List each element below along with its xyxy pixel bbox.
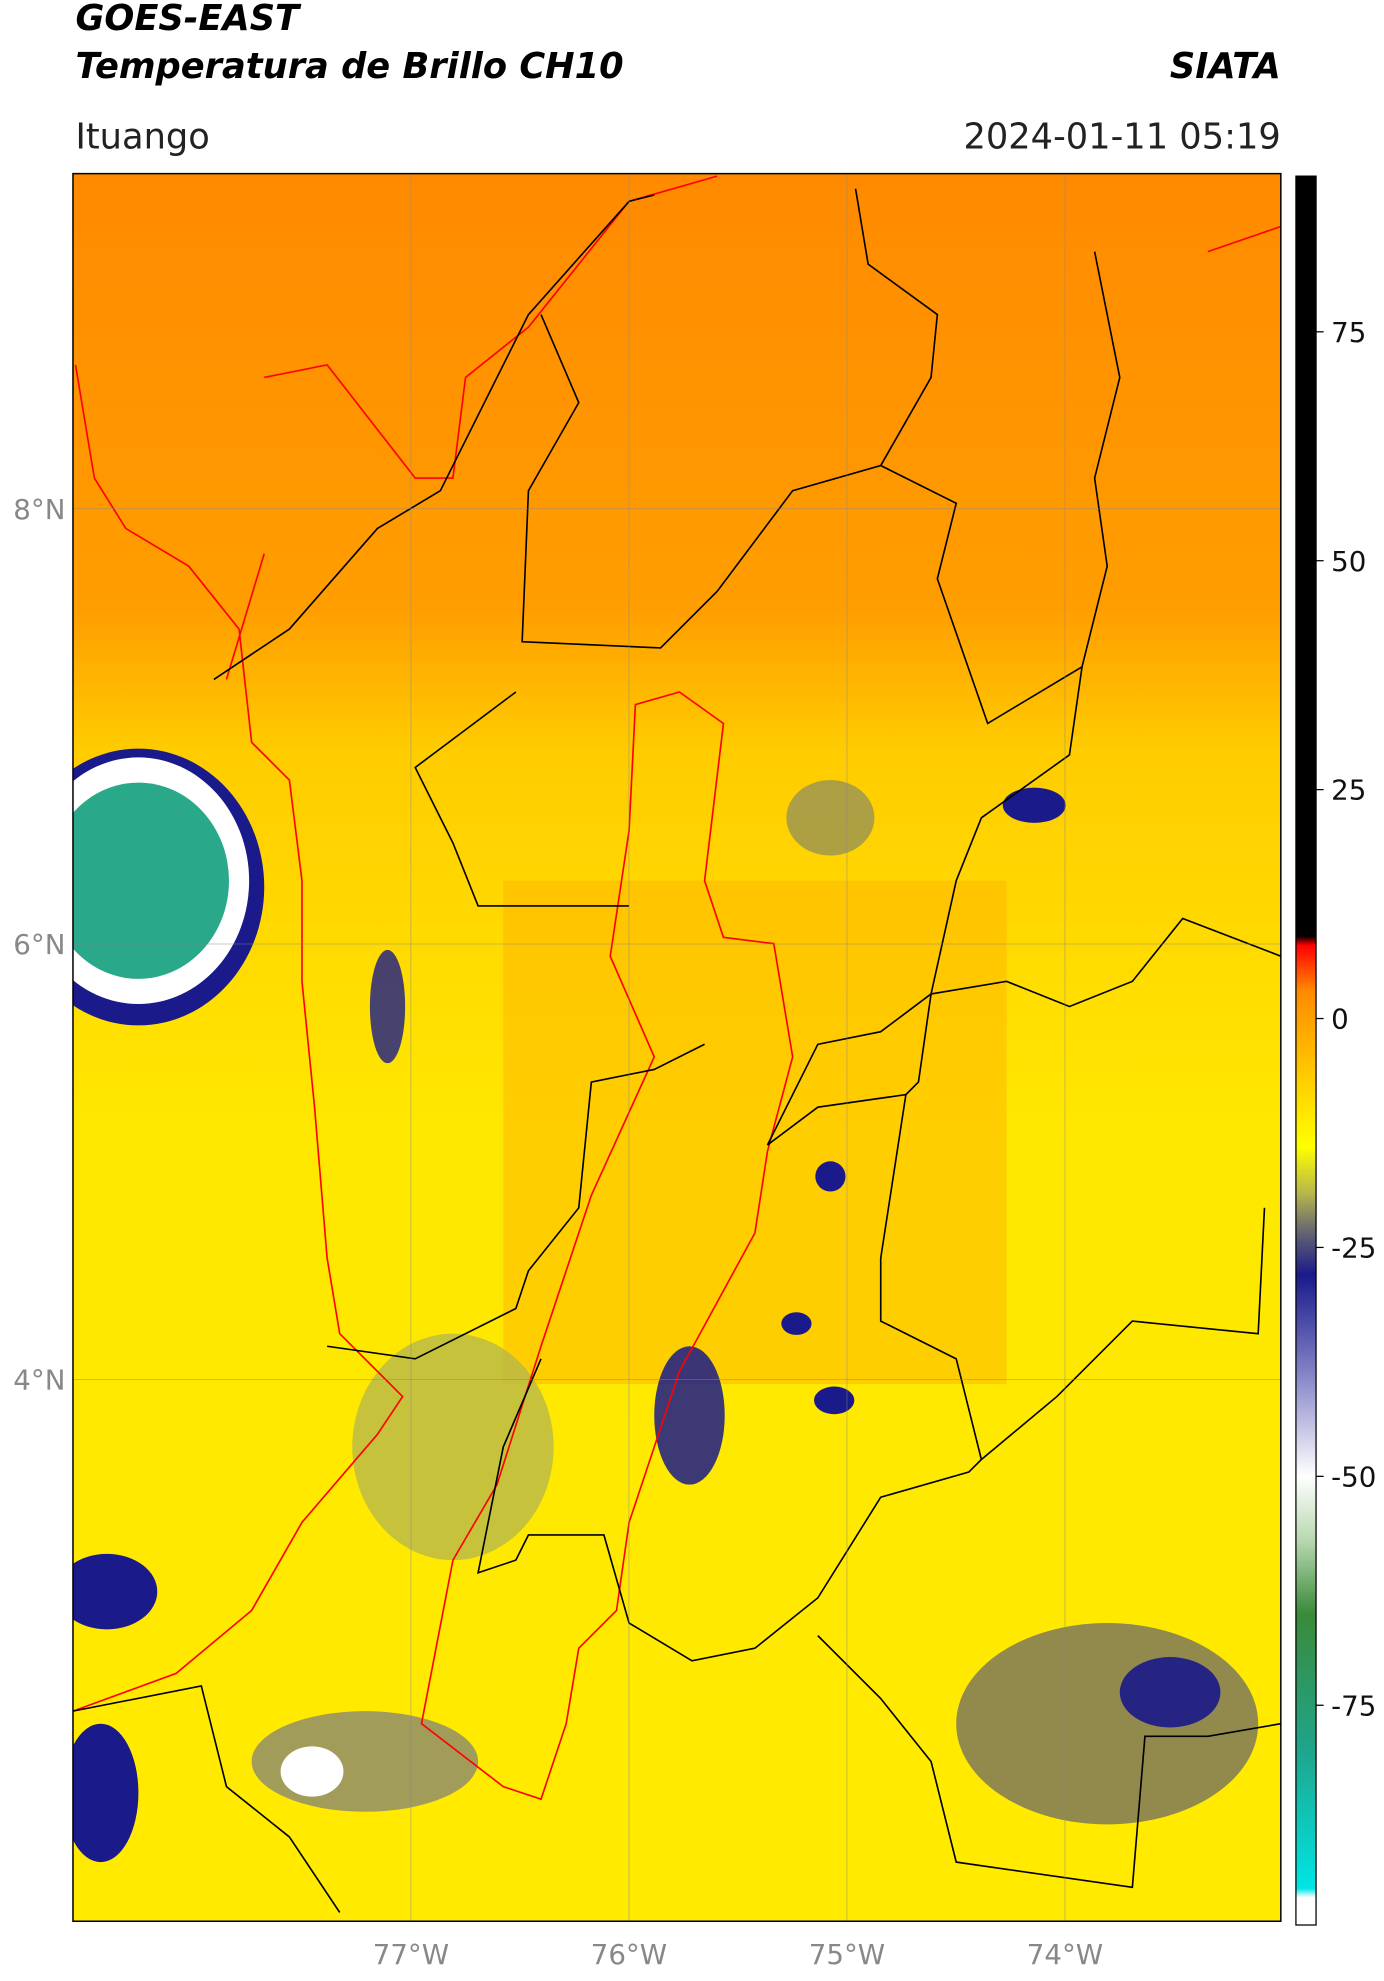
cloud — [352, 1333, 554, 1561]
cloud — [814, 1386, 855, 1415]
cloud — [72, 782, 229, 979]
colorbar-tick-label: -25 — [1331, 1232, 1376, 1265]
colorbar — [1295, 175, 1317, 1926]
x-tick-label: 75°W — [809, 1938, 885, 1971]
y-tick-label: 8°N — [13, 493, 65, 526]
title: GOES-EAST — [75, 0, 302, 39]
x-tick-label: 76°W — [591, 1938, 667, 1971]
warm-area — [503, 880, 1007, 1384]
cloud — [956, 1623, 1259, 1825]
cloud — [280, 1746, 344, 1797]
cloud — [72, 1553, 158, 1630]
y-tick-label: 6°N — [13, 928, 65, 961]
colorbar-tick-label: -75 — [1331, 1689, 1376, 1722]
source: SIATA — [1170, 46, 1281, 87]
cloud — [1002, 787, 1066, 823]
colorbar-tick-label: 75 — [1331, 316, 1366, 349]
colorbar-tick-label: 0 — [1331, 1003, 1349, 1036]
subtitle: Temperatura de Brillo CH10 — [75, 46, 623, 87]
cloud — [369, 949, 406, 1064]
cloud — [786, 780, 875, 856]
region: Ituango — [75, 116, 209, 157]
cloud — [1119, 1657, 1221, 1728]
basin-outline — [420, 691, 794, 1801]
map — [72, 173, 1281, 1922]
y-tick-label: 4°N — [13, 1363, 65, 1396]
timestamp: 2024-01-11 05:19 — [963, 116, 1280, 157]
colorbar-tick-label: 25 — [1331, 774, 1366, 807]
x-tick-label: 77°W — [373, 1938, 449, 1971]
coastline — [72, 175, 1281, 1712]
cloud — [72, 1723, 139, 1863]
cloud — [815, 1161, 846, 1192]
cloud — [781, 1312, 812, 1335]
map-frame — [72, 172, 1282, 1922]
colorbar-tick-label: -50 — [1331, 1460, 1376, 1493]
x-tick-label: 74°W — [1027, 1938, 1103, 1971]
admin-border — [72, 188, 1281, 1913]
cloud — [654, 1346, 725, 1485]
colorbar-tick-label: 50 — [1331, 545, 1366, 578]
